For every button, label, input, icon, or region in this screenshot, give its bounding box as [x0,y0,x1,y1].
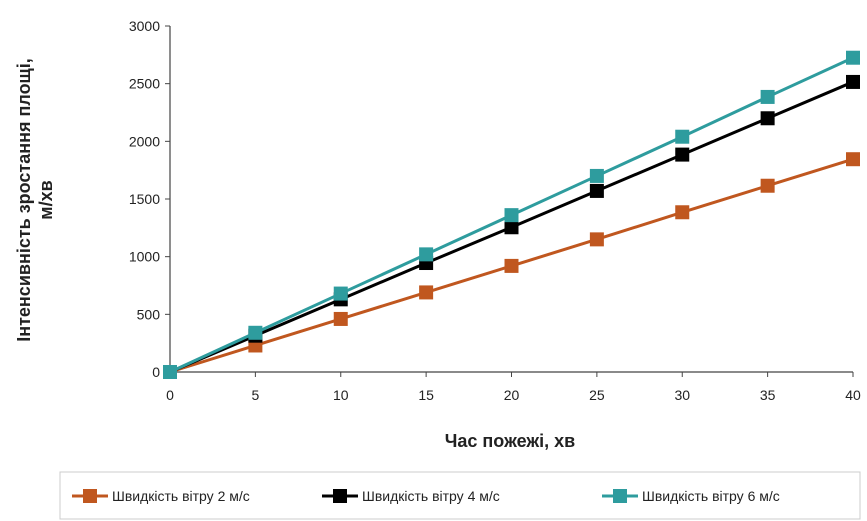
data-point [675,129,690,144]
data-point [760,111,775,126]
y-tick-label: 3000 [129,18,160,34]
data-point [504,220,519,235]
data-point [846,74,860,89]
data-point [504,208,519,223]
x-tick-label: 5 [251,387,259,403]
data-point [163,365,177,379]
data-point [846,50,860,65]
data-point [589,168,604,183]
legend-label: Швидкість вітру 6 м/с [642,488,780,504]
y-tick-label: 0 [152,364,160,380]
x-tick-label: 15 [418,387,434,403]
y-axis-title-line2: м/хв [36,180,56,219]
data-point [419,247,434,262]
legend-box [59,471,861,520]
legend-marker [333,489,347,503]
x-axis-title: Час пожежі, хв [445,431,575,451]
y-tick-label: 2500 [129,76,160,92]
data-point [333,311,348,326]
data-point [675,205,690,220]
data-point [589,232,604,247]
x-tick-label: 25 [589,387,605,403]
y-axis-title-line1: Інтенсивність зростання площі, [14,58,34,342]
x-tick-label: 0 [166,387,174,403]
x-tick-label: 20 [504,387,520,403]
data-point [419,285,434,300]
y-tick-label: 1500 [129,191,160,207]
y-tick-label: 500 [137,306,161,322]
legend-item: Швидкість вітру 2 м/с [72,488,250,504]
data-point [333,286,348,301]
legend-label: Швидкість вітру 2 м/с [112,488,250,504]
legend-label: Швидкість вітру 4 м/с [362,488,500,504]
y-tick-label: 1000 [129,249,160,265]
data-point [504,258,519,273]
y-tick-label: 2000 [129,133,160,149]
data-point [846,152,860,167]
legend: Швидкість вітру 2 м/с Швидкість вітру 4 м… [59,471,861,520]
data-point [760,89,775,104]
data-point [760,178,775,193]
data-point [248,325,263,340]
data-point [589,183,604,198]
series-layer [163,50,860,379]
y-axis-ticks: 0 500 1000 1500 2000 2500 3000 [129,18,170,380]
legend-marker [83,489,97,503]
series-2 [163,74,860,379]
data-point [675,147,690,162]
legend-item: Швидкість вітру 6 м/с [602,488,780,504]
legend-items: Швидкість вітру 2 м/с Швидкість вітру 4 м… [72,488,780,504]
series-3 [163,50,860,379]
legend-item: Швидкість вітру 4 м/с [322,488,500,504]
axes [169,26,853,373]
x-tick-label: 10 [333,387,349,403]
x-tick-label: 35 [760,387,776,403]
x-axis-ticks: 0 5 10 15 20 25 30 35 40 [166,372,861,403]
x-tick-label: 40 [845,387,861,403]
y-axis-title: Інтенсивність зростання площі, м/хв [14,58,56,342]
legend-marker [613,489,627,503]
series-1 [163,152,860,379]
x-tick-label: 30 [674,387,690,403]
